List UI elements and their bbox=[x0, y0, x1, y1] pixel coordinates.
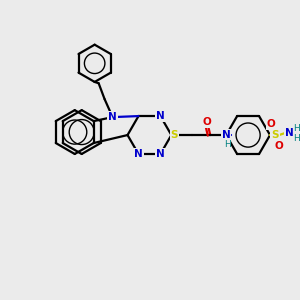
Text: N: N bbox=[222, 130, 231, 140]
Text: S: S bbox=[171, 130, 178, 140]
Text: H: H bbox=[293, 124, 300, 133]
Text: N: N bbox=[156, 111, 165, 121]
Text: H: H bbox=[293, 134, 300, 142]
Text: N: N bbox=[156, 149, 165, 159]
Text: N: N bbox=[285, 128, 293, 138]
Text: O: O bbox=[274, 141, 284, 151]
Text: S: S bbox=[271, 130, 279, 140]
Text: O: O bbox=[203, 117, 212, 127]
Text: O: O bbox=[267, 119, 275, 129]
Text: H: H bbox=[224, 140, 231, 148]
Text: N: N bbox=[108, 112, 117, 122]
Text: N: N bbox=[134, 149, 143, 159]
